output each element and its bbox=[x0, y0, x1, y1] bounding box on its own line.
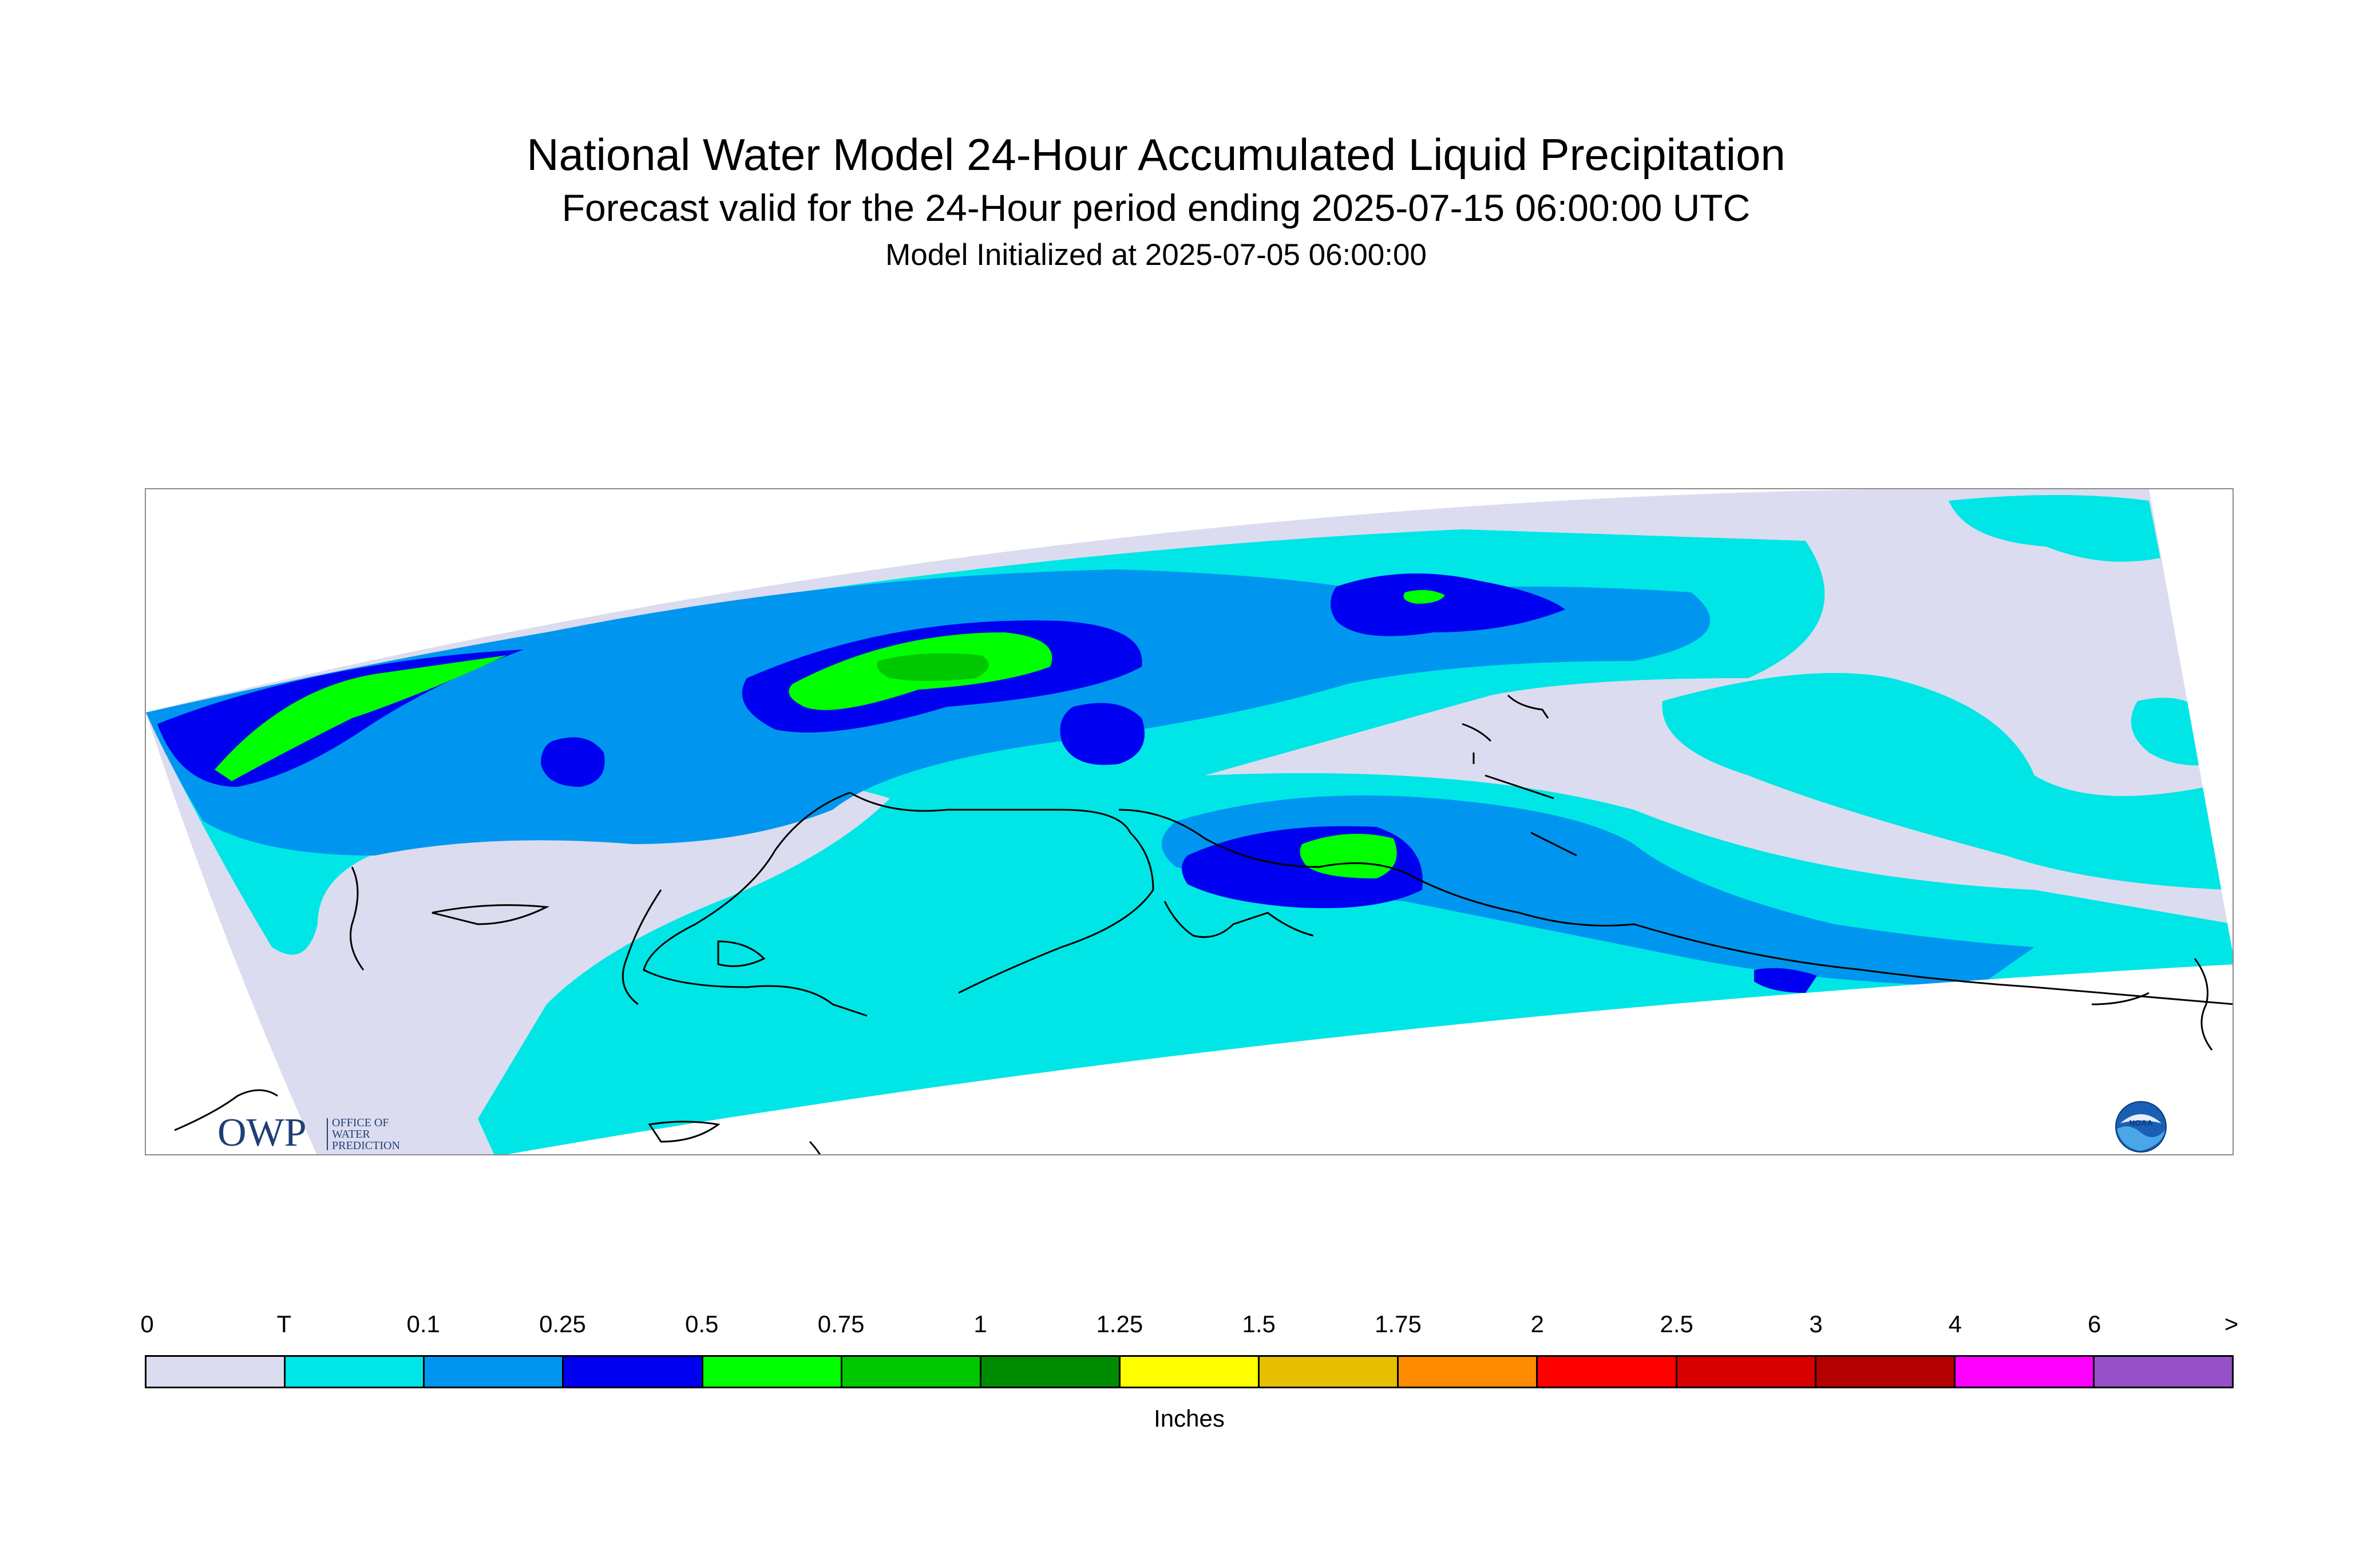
legend-tick-label: 4 bbox=[1948, 1310, 1962, 1337]
legend-tick-label: T bbox=[276, 1310, 292, 1337]
legend-swatch bbox=[1816, 1357, 1956, 1387]
legend-swatch bbox=[981, 1357, 1121, 1387]
precip-area-moderate-ne bbox=[1331, 573, 1565, 636]
legend-tick-label: 0.1 bbox=[406, 1310, 440, 1337]
legend-units-label: Inches bbox=[1154, 1405, 1225, 1432]
model-initialized-line: Model Initialized at 2025-07-05 06:00:00 bbox=[885, 238, 1427, 272]
legend-swatch bbox=[703, 1357, 842, 1387]
legend-swatch bbox=[1538, 1357, 1677, 1387]
legend-tick-label: 3 bbox=[1809, 1310, 1823, 1337]
precip-area-heavy-central bbox=[1300, 834, 1397, 878]
precipitation-map-canvas bbox=[146, 489, 2232, 1154]
legend-tick-label: 0.5 bbox=[685, 1310, 719, 1337]
legend-tick-label: 0.25 bbox=[539, 1310, 586, 1337]
legend-swatch bbox=[1399, 1357, 1538, 1387]
legend-color-bar bbox=[145, 1355, 2234, 1388]
legend-tick-label: 2.5 bbox=[1660, 1310, 1693, 1337]
noaa-logo-text: NOAA bbox=[2129, 1118, 2152, 1127]
legend-swatch bbox=[425, 1357, 564, 1387]
legend-tick-label: 2 bbox=[1530, 1310, 1545, 1337]
legend-swatch bbox=[147, 1357, 286, 1387]
precip-area-heavy-nw bbox=[215, 655, 506, 781]
owp-logo: OWP OFFICE OF WATER PREDICTION bbox=[217, 1110, 423, 1155]
legend-swatch bbox=[564, 1357, 703, 1387]
legend-tick-label: > bbox=[2224, 1310, 2239, 1337]
forecast-valid-subtitle: Forecast valid for the 24-Hour period en… bbox=[561, 187, 1751, 229]
legend-tick-label: 1.25 bbox=[1096, 1310, 1143, 1337]
legend-swatch bbox=[286, 1357, 425, 1387]
precip-area-light-north bbox=[146, 569, 1711, 856]
legend-swatch bbox=[1677, 1357, 1816, 1387]
precip-area-moderate-se bbox=[1754, 968, 1817, 993]
owp-logo-line-3: PREDICTION bbox=[332, 1139, 400, 1152]
legend-tick-label: 0.75 bbox=[817, 1310, 865, 1337]
legend-tick-label: 6 bbox=[2087, 1310, 2101, 1337]
legend-swatch bbox=[1955, 1357, 2095, 1387]
legend-tick-label: 1.75 bbox=[1375, 1310, 1422, 1337]
precipitation-map[interactable]: OWP OFFICE OF WATER PREDICTION NOAA bbox=[145, 488, 2234, 1155]
coastlines bbox=[174, 694, 2232, 1154]
legend-swatch bbox=[1260, 1357, 1399, 1387]
legend-tick-label: 0 bbox=[140, 1310, 154, 1337]
legend-tick-label: 1 bbox=[973, 1310, 987, 1337]
precipitation-legend: 0 T 0.1 0.25 0.5 0.75 1 1.25 1.5 1.75 2 2.5 3 4 6 > Inc… bbox=[140, 1310, 2238, 1432]
owp-logo-mark: OWP bbox=[217, 1111, 307, 1155]
precip-area-trace-ne bbox=[1949, 495, 2160, 562]
precip-area-heavier-core bbox=[877, 653, 989, 681]
noaa-logo: NOAA bbox=[2115, 1100, 2167, 1153]
legend-tick-label: 1.5 bbox=[1242, 1310, 1276, 1337]
page-title: National Water Model 24-Hour Accumulated… bbox=[527, 129, 1786, 180]
precip-area-trace-east bbox=[1662, 673, 2229, 890]
precip-area-moderate-blob-1 bbox=[1060, 703, 1145, 765]
legend-swatch bbox=[2094, 1357, 2232, 1387]
precip-area-heavy-ne bbox=[1403, 590, 1445, 604]
owp-logo-icon: OWP OFFICE OF WATER PREDICTION bbox=[217, 1111, 400, 1155]
legend-swatch bbox=[1120, 1357, 1260, 1387]
legend-swatch bbox=[842, 1357, 981, 1387]
owp-logo-line-2: WATER bbox=[332, 1128, 370, 1141]
owp-logo-line-1: OFFICE OF bbox=[332, 1116, 389, 1129]
precip-area-moderate-blob-2 bbox=[541, 737, 605, 787]
noaa-logo-icon: NOAA bbox=[2115, 1101, 2167, 1153]
